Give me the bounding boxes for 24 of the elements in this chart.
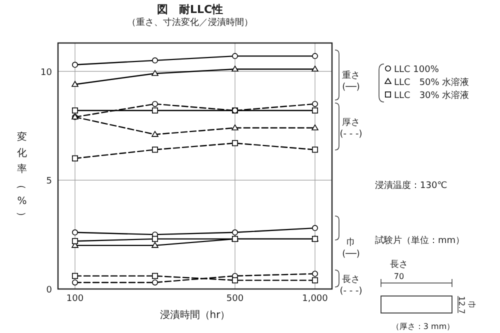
- x-axis-title: 浸漬時間（hr）: [160, 309, 230, 321]
- text: 巾 (──): [342, 237, 360, 260]
- text: 試験片（単位：mm）: [375, 235, 465, 246]
- chart-title: 図 耐LLC性: [156, 3, 224, 16]
- text: 重さ (──): [342, 70, 360, 92]
- text: 長さ (- - -): [340, 274, 362, 296]
- text: 70: [394, 272, 404, 281]
- y-tick-label: 10: [40, 68, 52, 78]
- text: 長さ: [390, 259, 408, 270]
- text: 巾: [467, 301, 476, 309]
- chart-subtitle: （重さ、寸法変化／浸漬時間）: [127, 17, 253, 28]
- y-tick-label: 5: [46, 176, 52, 187]
- legend-label: LLC 50% 水溶液: [394, 77, 470, 88]
- text: 厚さ (- - -): [340, 118, 362, 140]
- y-axis-title: 変化率（%）: [16, 131, 27, 222]
- legend-label: LLC 30% 水溶液: [394, 90, 470, 101]
- x-tick-label: 500: [226, 294, 244, 304]
- text: （厚さ：3 mm）: [391, 322, 455, 331]
- x-tick-label: 100: [66, 294, 84, 304]
- y-tick-label: 0: [46, 286, 52, 296]
- text: 浸漬温度：130℃: [375, 180, 448, 191]
- text: 12.7: [457, 296, 466, 314]
- legend-label: LLC 100%: [394, 65, 440, 75]
- x-tick-label: 1,000: [302, 294, 328, 304]
